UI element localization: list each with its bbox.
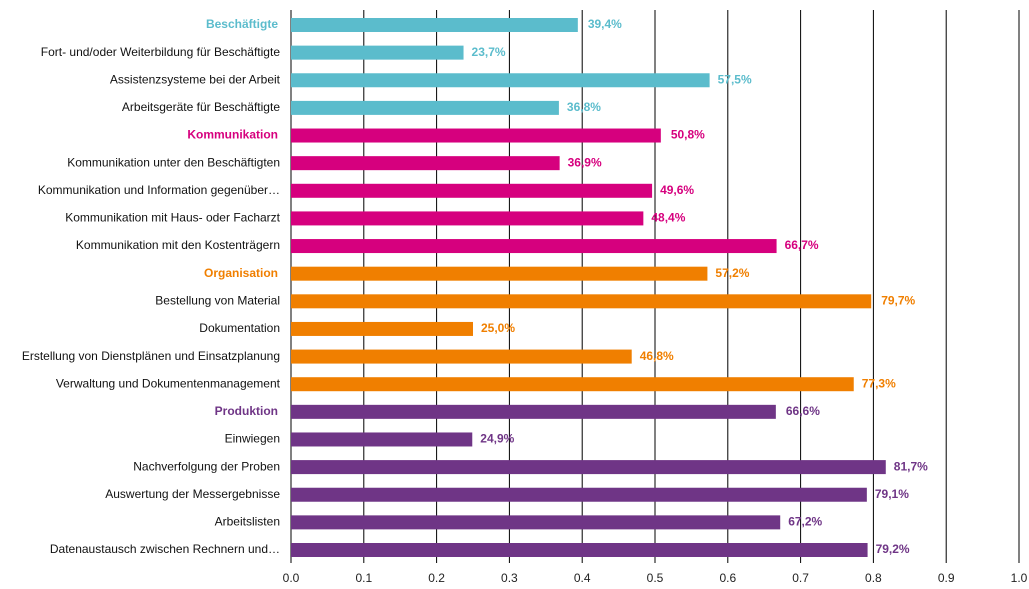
bar: [291, 404, 776, 419]
y-tick-label: Arbeitsgeräte für Beschäftigte: [122, 100, 280, 114]
y-tick-label: Assistenzsysteme bei der Arbeit: [110, 72, 281, 86]
bar: [291, 377, 854, 392]
group-label: Kommunikation: [187, 128, 278, 142]
y-tick-label: Kommunikation und Information gegenüber…: [38, 183, 280, 197]
x-tick-label: 0.4: [574, 571, 591, 585]
x-tick-label: 0.3: [501, 571, 518, 585]
bar: [291, 211, 644, 226]
value-label: 49,6%: [660, 183, 694, 197]
value-label: 79,1%: [875, 487, 909, 501]
y-tick-label: Einwiegen: [225, 432, 280, 446]
bar: [291, 294, 872, 309]
value-label: 25,0%: [481, 321, 515, 335]
value-label: 36,8%: [567, 100, 601, 114]
x-tick-label: 0.0: [283, 571, 300, 585]
bar: [291, 432, 473, 447]
group-label: Beschäftigte: [206, 17, 278, 31]
value-label: 48,4%: [651, 211, 685, 225]
y-tick-label: Erstellung von Dienstplänen und Einsatzp…: [22, 349, 280, 363]
bar: [291, 128, 661, 143]
bar: [291, 321, 473, 336]
x-tick-label: 1.0: [1011, 571, 1028, 585]
bar: [291, 73, 710, 88]
group-label: Organisation: [204, 266, 278, 280]
x-tick-label: 0.1: [355, 571, 372, 585]
y-tick-label: Bestellung von Material: [155, 293, 280, 307]
y-tick-label: Nachverfolgung der Proben: [133, 459, 280, 473]
bar: [291, 543, 868, 557]
bar: [291, 183, 653, 198]
value-label: 66,7%: [785, 238, 819, 252]
value-label: 23,7%: [472, 45, 506, 59]
value-label: 24,9%: [480, 432, 514, 446]
value-label: 57,2%: [715, 266, 749, 280]
bar: [291, 45, 464, 60]
value-label: 79,7%: [881, 293, 915, 307]
value-label: 50,8%: [671, 128, 705, 142]
x-tick-label: 0.2: [428, 571, 445, 585]
bar: [291, 266, 708, 281]
y-tick-label: Auswertung der Messergebnisse: [105, 487, 280, 501]
x-tick-label: 0.7: [792, 571, 809, 585]
bar: [291, 239, 777, 254]
value-label: 66,6%: [786, 404, 820, 418]
group-label: Produktion: [215, 404, 278, 418]
y-tick-label: Dokumentation: [199, 321, 280, 335]
bar: [291, 100, 559, 115]
bar: [291, 18, 578, 32]
value-label: 67,2%: [788, 515, 822, 529]
value-label: 46,8%: [640, 349, 674, 363]
y-tick-label: Verwaltung und Dokumentenmanagement: [56, 376, 281, 390]
value-label: 79,2%: [876, 542, 910, 556]
y-tick-label: Kommunikation mit Haus- oder Facharzt: [65, 211, 280, 225]
y-tick-label: Arbeitslisten: [215, 515, 280, 529]
value-label: 57,5%: [718, 72, 752, 86]
bar: [291, 156, 560, 171]
bar: [291, 349, 632, 364]
y-tick-label: Kommunikation unter den Beschäftigten: [67, 155, 280, 169]
bar: [291, 460, 886, 475]
x-tick-label: 0.8: [865, 571, 882, 585]
y-tick-label: Fort- und/oder Weiterbildung für Beschäf…: [41, 45, 281, 59]
x-tick-label: 0.5: [647, 571, 664, 585]
value-label: 77,3%: [862, 376, 896, 390]
x-tick-label: 0.6: [719, 571, 736, 585]
value-label: 39,4%: [588, 17, 622, 31]
value-label: 81,7%: [894, 459, 928, 473]
y-tick-label: Kommunikation mit den Kostenträgern: [76, 238, 280, 252]
x-tick-label: 0.9: [938, 571, 955, 585]
bar: [291, 515, 781, 530]
y-tick-label: Datenaustausch zwischen Rechnern und…: [50, 542, 280, 556]
bar: [291, 487, 867, 502]
value-label: 36,9%: [568, 155, 602, 169]
